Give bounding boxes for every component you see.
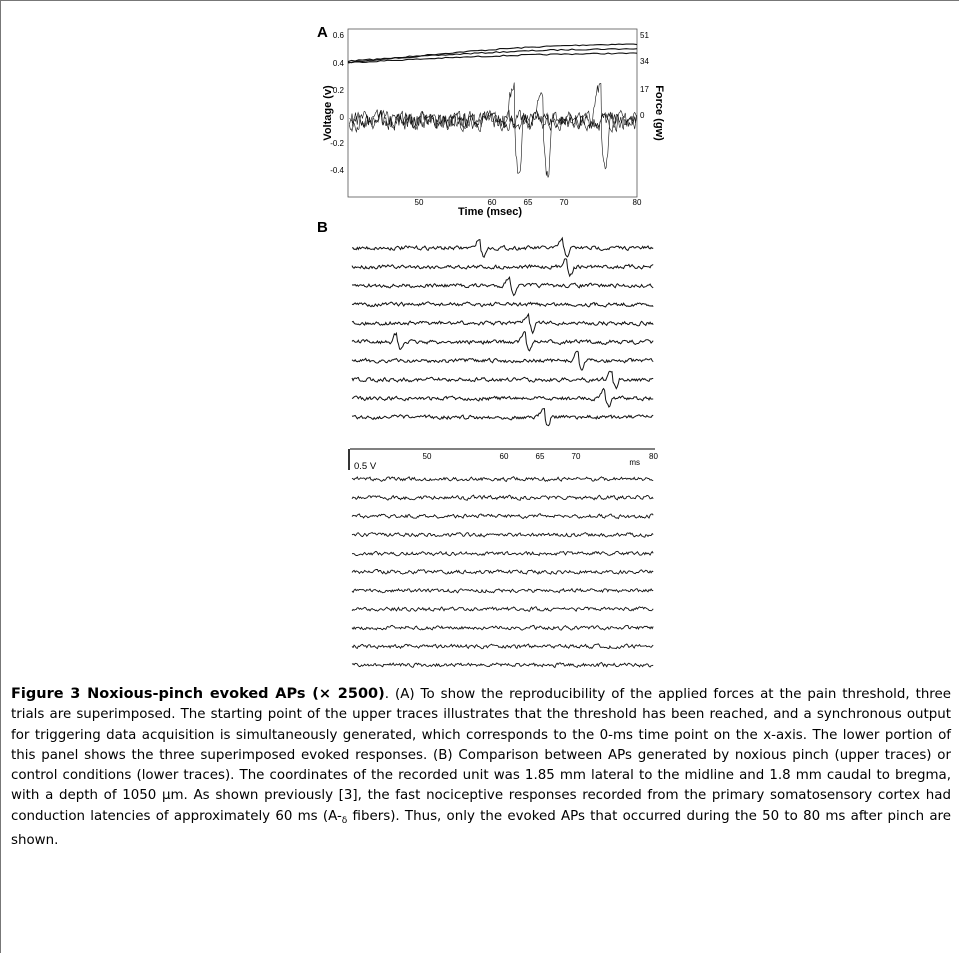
left-tick: -0.4: [330, 166, 344, 175]
voltage-trace: [349, 82, 637, 174]
x-tick: 65: [536, 452, 545, 461]
page-frame-left: [0, 0, 1, 953]
pinch-trace: [351, 330, 654, 352]
right-tick: 51: [640, 31, 649, 40]
control-trace: [351, 550, 654, 557]
control-trace: [351, 606, 654, 613]
pinch-trace: [351, 350, 654, 371]
control-traces: [351, 476, 654, 669]
x-end-tick: 80: [649, 452, 658, 461]
figure-3: A 0.6 0.4 0.2 0 -0.2 -0.4 51 34 17 0 50 …: [317, 24, 665, 669]
figure-caption: Figure 3 Noxious-pinch evoked APs (× 250…: [11, 684, 951, 851]
caption-text-part-2: fibers). Thus, only the evoked APs that …: [11, 808, 951, 849]
pinch-trace: [351, 370, 654, 390]
control-trace: [351, 494, 654, 501]
panel-a-axes-box: [347, 28, 638, 198]
control-trace: [351, 587, 654, 594]
pinch-trace: [351, 276, 654, 297]
pinch-trace: [351, 258, 654, 278]
x-tick: 50: [415, 198, 424, 207]
x-tick: 65: [524, 198, 533, 207]
panel-b-axis: 0.5 V 50 60 65 70 ms 80: [348, 448, 658, 472]
x-tick: 60: [488, 198, 497, 207]
x-tick: 50: [423, 452, 432, 461]
scale-bar-label: 0.5 V: [354, 461, 377, 472]
x-axis-title: Time (msec): [458, 206, 522, 218]
control-trace: [351, 569, 654, 575]
control-trace: [351, 661, 654, 669]
voltage-traces: [349, 82, 637, 178]
voltage-trace: [349, 82, 637, 170]
left-tick: 0.6: [333, 31, 345, 40]
left-axis-title: Voltage (v): [322, 85, 334, 141]
pinch-trace: [351, 236, 654, 258]
x-tick: 80: [633, 198, 642, 207]
right-tick: 0: [640, 111, 645, 120]
pinch-traces: [351, 236, 654, 427]
control-trace: [351, 643, 654, 650]
caption-title: Figure 3 Noxious-pinch evoked APs (× 250…: [11, 686, 385, 702]
force-trace: [347, 48, 638, 63]
panel-b-label: B: [317, 219, 328, 236]
force-traces: [347, 43, 638, 64]
caption-delta: δ: [341, 815, 348, 826]
panel-a-label: A: [317, 24, 328, 41]
voltage-trace: [349, 91, 637, 178]
panel-a-plot: 0.6 0.4 0.2 0 -0.2 -0.4 51 34 17 0 50 60…: [322, 28, 665, 218]
pinch-trace: [351, 387, 654, 408]
control-trace: [351, 513, 654, 520]
right-axis-title: Force (gw): [653, 85, 665, 141]
x-tick: 70: [560, 198, 569, 207]
control-trace: [351, 624, 654, 631]
left-tick: -0.2: [330, 139, 344, 148]
pinch-trace: [351, 301, 654, 308]
control-trace: [351, 476, 654, 483]
x-tick: 70: [572, 452, 581, 461]
left-tick: 0.2: [333, 86, 345, 95]
left-tick: 0: [340, 113, 345, 122]
right-tick: 17: [640, 85, 649, 94]
pinch-trace: [351, 408, 654, 427]
right-tick: 34: [640, 57, 649, 66]
left-tick: 0.4: [333, 59, 345, 68]
x-tick: 60: [500, 452, 509, 461]
pinch-trace: [351, 312, 654, 335]
control-trace: [351, 531, 654, 538]
force-trace: [347, 52, 638, 64]
caption-text-part-1: . (A) To show the reproducibility of the…: [11, 687, 951, 824]
page-frame-top: [0, 0, 959, 7]
x-unit: ms: [629, 458, 640, 467]
